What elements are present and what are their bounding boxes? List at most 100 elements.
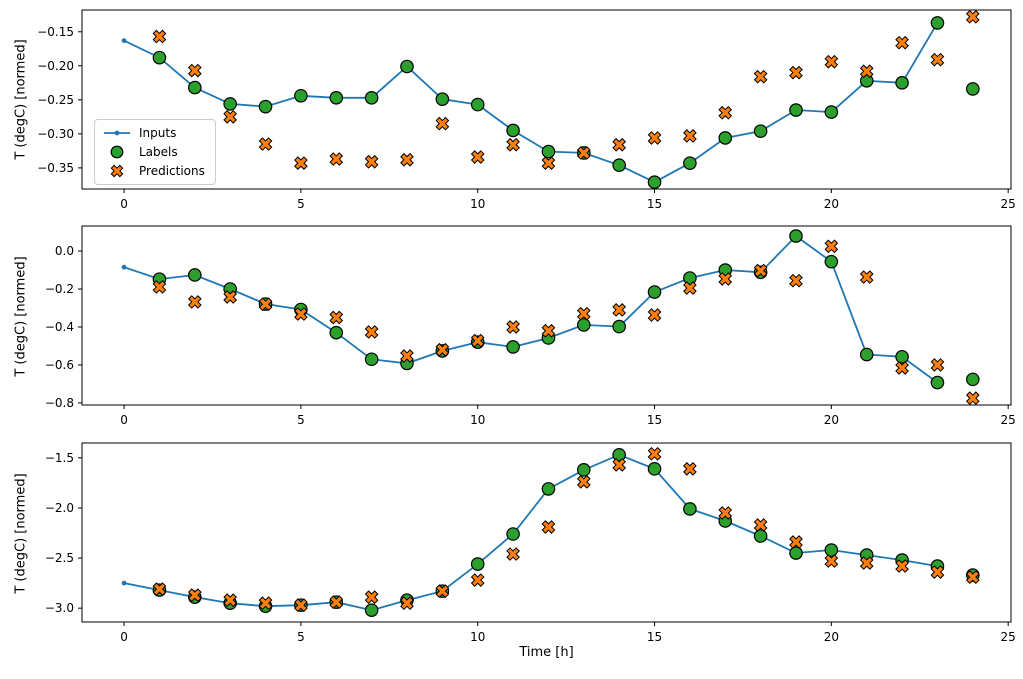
labels-point — [647, 285, 662, 299]
inputs-point — [121, 38, 127, 44]
labels-point — [506, 340, 520, 354]
x-tick-label: 20 — [824, 413, 839, 427]
y-tick-label: 0.0 — [55, 244, 74, 258]
predictions-point — [683, 281, 697, 295]
x-tick-label: 0 — [120, 413, 128, 427]
labels-point — [930, 16, 945, 30]
legend-label-inputs: Inputs — [139, 126, 177, 140]
predictions-point — [506, 320, 520, 334]
labels-point — [789, 546, 803, 560]
labels-point — [683, 156, 697, 170]
x-tick-label: 5 — [297, 413, 305, 427]
predictions-point — [895, 361, 909, 375]
y-tick-label: −0.35 — [37, 161, 74, 175]
predictions-point — [576, 306, 591, 321]
labels-point — [789, 103, 803, 117]
predictions-point — [258, 596, 273, 611]
inputs-point — [121, 264, 127, 270]
predictions-point — [683, 462, 697, 476]
predictions-point — [718, 272, 733, 286]
labels-point — [506, 123, 520, 138]
predictions-point — [895, 559, 909, 573]
labels-point — [683, 502, 697, 516]
x-tick-label: 25 — [1001, 413, 1016, 427]
labels-point — [612, 319, 626, 334]
predictions-point — [541, 156, 556, 170]
x-tick-label: 5 — [297, 197, 305, 211]
predictions-point — [470, 573, 485, 587]
predictions-point — [400, 596, 414, 611]
subplot-1: 0 5 10 15 20 25 −0.15 −0.20 −0.25 −0.30 −0.35 — [37, 9, 1016, 211]
x-tick-label: 20 — [824, 630, 839, 644]
predictions-point — [647, 446, 662, 461]
labels-point — [188, 268, 202, 282]
labels-point — [789, 229, 803, 243]
legend-inputs-line-sample — [104, 130, 130, 136]
predictions-point — [965, 9, 980, 24]
x-axis-label: Time [h] — [519, 645, 574, 660]
predictions-point — [718, 105, 733, 120]
predictions-point — [258, 137, 273, 151]
predictions-point — [400, 349, 414, 363]
labels-point — [470, 557, 485, 571]
predictions-point — [718, 506, 733, 520]
x-tick-label: 15 — [647, 197, 662, 211]
labels-point — [364, 603, 379, 617]
predictions-point — [824, 554, 839, 568]
predictions-point — [294, 156, 308, 170]
labels-point — [612, 448, 626, 462]
y-tick-label: −0.20 — [37, 59, 74, 73]
y-tick-label: −3.0 — [45, 601, 74, 615]
predictions-point — [612, 457, 627, 472]
labels-point — [895, 349, 909, 364]
axes-frame — [81, 225, 1012, 406]
y-tick-label: −0.15 — [37, 25, 74, 39]
predictions-point — [859, 64, 874, 79]
predictions-point — [930, 52, 945, 67]
predictions-point — [187, 588, 202, 602]
labels-point — [966, 82, 980, 96]
y-tick-label: −0.2 — [45, 282, 74, 296]
labels-point — [824, 543, 839, 557]
labels-point — [930, 375, 945, 390]
predictions-point — [435, 116, 450, 131]
inputs-point — [121, 580, 127, 586]
labels-point — [824, 105, 839, 119]
x-tick-label: 15 — [647, 413, 662, 427]
predictions-point — [187, 63, 202, 78]
x-tick-label: 10 — [470, 413, 485, 427]
predictions-point — [294, 307, 308, 321]
predictions-point — [965, 391, 980, 406]
predictions-point — [223, 290, 238, 304]
predictions-point — [152, 280, 167, 294]
labels-point — [435, 92, 450, 106]
labels-point — [577, 463, 591, 477]
labels-point — [506, 527, 520, 541]
legend-line-dot-icon — [114, 130, 120, 136]
labels-point — [577, 318, 591, 332]
predictions-point — [152, 582, 167, 596]
predictions-point — [576, 146, 591, 160]
predictions-point — [789, 535, 803, 549]
y-tick-label: −2.5 — [45, 551, 74, 565]
predictions-point — [152, 29, 167, 44]
predictions-point — [789, 65, 803, 80]
predictions-point — [258, 297, 273, 312]
predictions-point — [364, 590, 379, 605]
predictions-point — [223, 109, 238, 124]
labels-point — [647, 175, 662, 189]
x-tick-label: 25 — [1001, 197, 1016, 211]
labels-point — [364, 90, 379, 105]
legend-label-labels: Labels — [139, 145, 178, 159]
labels-point — [152, 50, 167, 65]
x-tick-label: 0 — [120, 630, 128, 644]
labels-point — [753, 529, 768, 543]
predictions-point — [576, 475, 591, 489]
y-tick-label: −0.4 — [45, 320, 74, 334]
labels-point — [364, 352, 379, 367]
predictions-point — [223, 593, 238, 608]
labels-point — [541, 144, 556, 159]
y-tick-label: −0.25 — [37, 93, 74, 107]
labels-point — [753, 124, 768, 138]
